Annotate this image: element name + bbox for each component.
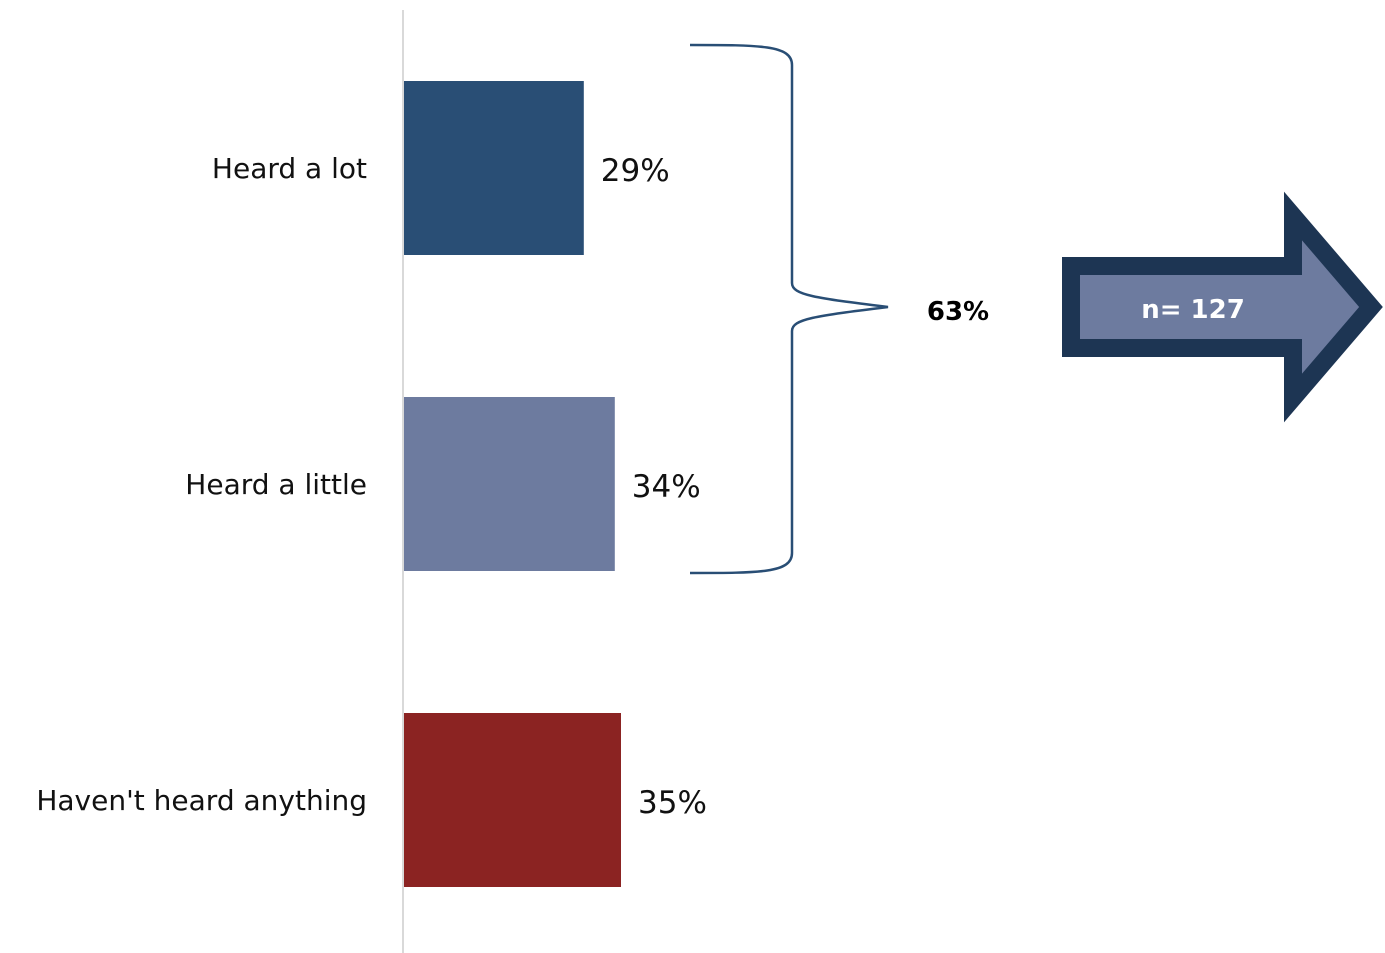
bar-heard-a-lot xyxy=(404,81,584,255)
value-label-havent-heard-anything: 35% xyxy=(638,785,707,821)
category-label-havent-heard-anything: Haven't heard anything xyxy=(36,784,367,817)
category-label-heard-a-lot: Heard a lot xyxy=(212,152,367,185)
category-label-heard-a-little: Heard a little xyxy=(185,468,367,501)
value-label-heard-a-little: 34% xyxy=(632,469,701,505)
sample-size-label: n= 127 xyxy=(1141,295,1245,325)
bracket-total-label: 63% xyxy=(927,297,989,327)
value-label-heard-a-lot: 29% xyxy=(601,153,670,189)
bar-heard-a-little xyxy=(404,397,615,571)
right-arrow-callout xyxy=(1062,191,1383,423)
bar-havent-heard-anything xyxy=(404,713,621,887)
curly-bracket xyxy=(689,43,889,575)
